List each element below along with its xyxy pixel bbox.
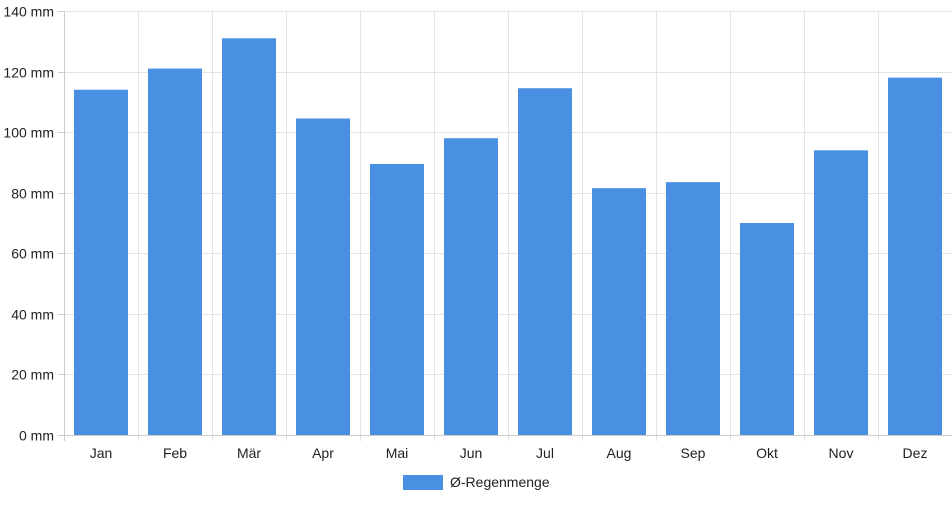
y-tick-label: 0 mm: [19, 428, 54, 444]
x-tick-label: Mai: [386, 445, 409, 461]
y-tick-label: 120 mm: [3, 65, 54, 81]
x-tick-label: Jan: [90, 445, 113, 461]
bar-sep: [666, 182, 720, 435]
bar-mai: [370, 163, 424, 435]
axes: [58, 11, 952, 441]
x-tick-label: Sep: [681, 445, 706, 461]
bar-jun: [444, 138, 498, 435]
x-tick-label: Jul: [536, 445, 554, 461]
legend-label[interactable]: Ø-Regenmenge: [450, 474, 550, 490]
bar-jan: [74, 89, 128, 435]
x-tick-labels: Jan Feb Mär Apr Mai Jun Jul Aug Sep Okt Nov Dez: [90, 445, 928, 461]
x-tick-label: Aug: [607, 445, 632, 461]
bar-nov: [814, 150, 868, 436]
bar-jul: [518, 88, 572, 435]
y-tick-labels: 0 mm 20 mm 40 mm 60 mm 80 mm 100 mm 120 mm 140 …: [3, 4, 54, 444]
x-tick-label: Okt: [756, 445, 778, 461]
x-tick-label: Nov: [829, 445, 854, 461]
x-tick-label: Feb: [163, 445, 187, 461]
bar-aug: [592, 188, 646, 435]
bar-mär: [222, 38, 276, 435]
bar-feb: [148, 68, 202, 436]
y-tick-label: 40 mm: [11, 307, 54, 323]
grid-lines: [58, 11, 952, 441]
legend[interactable]: Ø-Regenmenge: [403, 474, 550, 490]
bar-dez: [888, 77, 942, 435]
bar-apr: [296, 118, 350, 435]
y-tick-label: 100 mm: [3, 125, 54, 141]
bars: [74, 38, 942, 436]
x-tick-label: Mär: [237, 445, 261, 461]
legend-swatch[interactable]: [403, 475, 443, 490]
y-tick-label: 20 mm: [11, 367, 54, 383]
x-tick-label: Dez: [903, 445, 928, 461]
x-tick-label: Jun: [460, 445, 483, 461]
bar-okt: [740, 223, 794, 435]
y-tick-label: 140 mm: [3, 4, 54, 20]
y-tick-label: 60 mm: [11, 246, 54, 262]
y-tick-label: 80 mm: [11, 186, 54, 202]
x-tick-label: Apr: [312, 445, 334, 461]
